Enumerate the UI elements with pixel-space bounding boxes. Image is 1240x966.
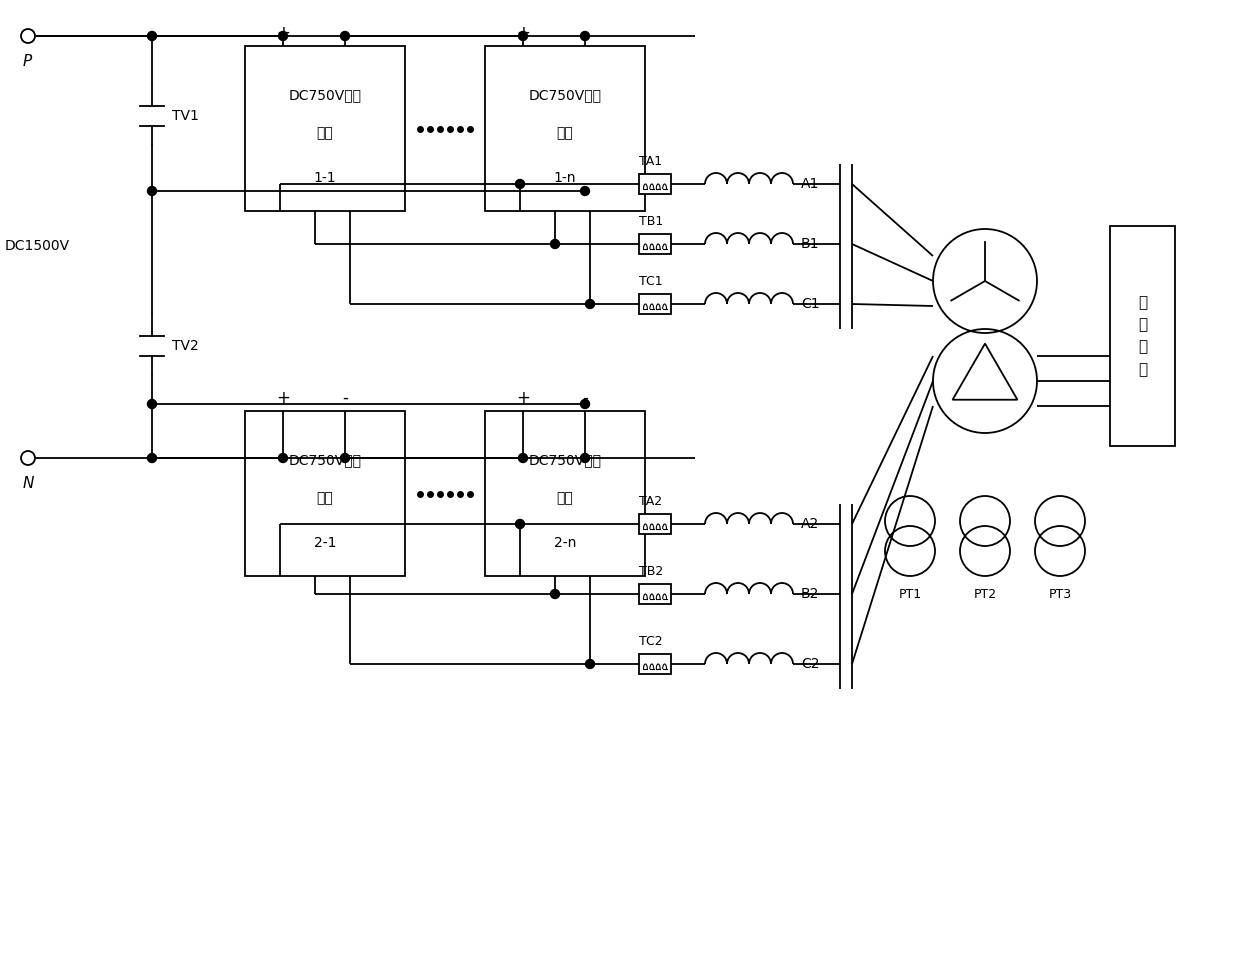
Circle shape xyxy=(551,589,559,599)
FancyBboxPatch shape xyxy=(485,411,645,576)
Text: A2: A2 xyxy=(801,517,820,531)
Text: TV2: TV2 xyxy=(172,339,198,353)
FancyBboxPatch shape xyxy=(639,584,671,604)
Text: B2: B2 xyxy=(801,587,820,601)
Text: N: N xyxy=(24,476,35,491)
Circle shape xyxy=(585,299,594,308)
Text: 模块: 模块 xyxy=(316,127,334,140)
Text: TA1: TA1 xyxy=(639,155,662,168)
Text: 模块: 模块 xyxy=(557,492,573,505)
Circle shape xyxy=(580,453,589,463)
Text: DC1500V: DC1500V xyxy=(5,239,71,253)
Circle shape xyxy=(279,32,288,41)
FancyBboxPatch shape xyxy=(1110,226,1176,446)
FancyBboxPatch shape xyxy=(639,294,671,314)
FancyBboxPatch shape xyxy=(485,46,645,211)
Circle shape xyxy=(148,32,156,41)
Text: 高
压
电
网: 高 压 电 网 xyxy=(1138,296,1147,377)
Text: PT2: PT2 xyxy=(973,588,997,601)
Circle shape xyxy=(585,660,594,668)
Text: -: - xyxy=(342,24,348,42)
Text: 2-n: 2-n xyxy=(554,536,577,550)
Circle shape xyxy=(279,453,288,463)
Circle shape xyxy=(551,240,559,248)
Circle shape xyxy=(341,32,350,41)
Text: TB1: TB1 xyxy=(639,215,663,228)
Circle shape xyxy=(580,32,589,41)
Circle shape xyxy=(516,520,525,528)
Text: +: + xyxy=(516,24,529,42)
Circle shape xyxy=(516,180,525,188)
Text: A1: A1 xyxy=(801,177,820,191)
Text: DC750V逆变: DC750V逆变 xyxy=(289,453,362,468)
FancyBboxPatch shape xyxy=(246,411,405,576)
Text: -: - xyxy=(582,389,588,407)
Text: 1-n: 1-n xyxy=(554,171,577,185)
Circle shape xyxy=(518,32,527,41)
Circle shape xyxy=(21,451,35,465)
FancyBboxPatch shape xyxy=(639,174,671,194)
Circle shape xyxy=(148,453,156,463)
Text: TV1: TV1 xyxy=(172,109,198,123)
Circle shape xyxy=(21,29,35,43)
Text: -: - xyxy=(582,24,588,42)
Text: DC750V逆变: DC750V逆变 xyxy=(289,89,362,102)
Circle shape xyxy=(580,400,589,409)
Text: TA2: TA2 xyxy=(639,495,662,508)
Circle shape xyxy=(518,453,527,463)
FancyBboxPatch shape xyxy=(246,46,405,211)
Text: PT1: PT1 xyxy=(899,588,921,601)
Text: 模块: 模块 xyxy=(557,127,573,140)
Text: PT3: PT3 xyxy=(1049,588,1071,601)
Text: TC2: TC2 xyxy=(639,635,662,648)
Text: 1-1: 1-1 xyxy=(314,171,336,185)
FancyBboxPatch shape xyxy=(639,654,671,674)
Text: +: + xyxy=(277,24,290,42)
Text: TC1: TC1 xyxy=(639,275,662,288)
FancyBboxPatch shape xyxy=(639,234,671,254)
Text: +: + xyxy=(277,389,290,407)
Text: +: + xyxy=(516,389,529,407)
Text: -: - xyxy=(342,389,348,407)
Circle shape xyxy=(580,186,589,195)
Circle shape xyxy=(148,400,156,409)
Text: 模块: 模块 xyxy=(316,492,334,505)
Text: TB2: TB2 xyxy=(639,565,663,578)
Circle shape xyxy=(148,186,156,195)
Text: C2: C2 xyxy=(801,657,820,671)
Text: C1: C1 xyxy=(801,297,820,311)
Text: DC750V逆变: DC750V逆变 xyxy=(528,89,601,102)
Text: DC750V逆变: DC750V逆变 xyxy=(528,453,601,468)
FancyBboxPatch shape xyxy=(639,514,671,534)
Text: P: P xyxy=(24,54,32,69)
Circle shape xyxy=(341,453,350,463)
Text: B1: B1 xyxy=(801,237,820,251)
Text: 2-1: 2-1 xyxy=(314,536,336,550)
